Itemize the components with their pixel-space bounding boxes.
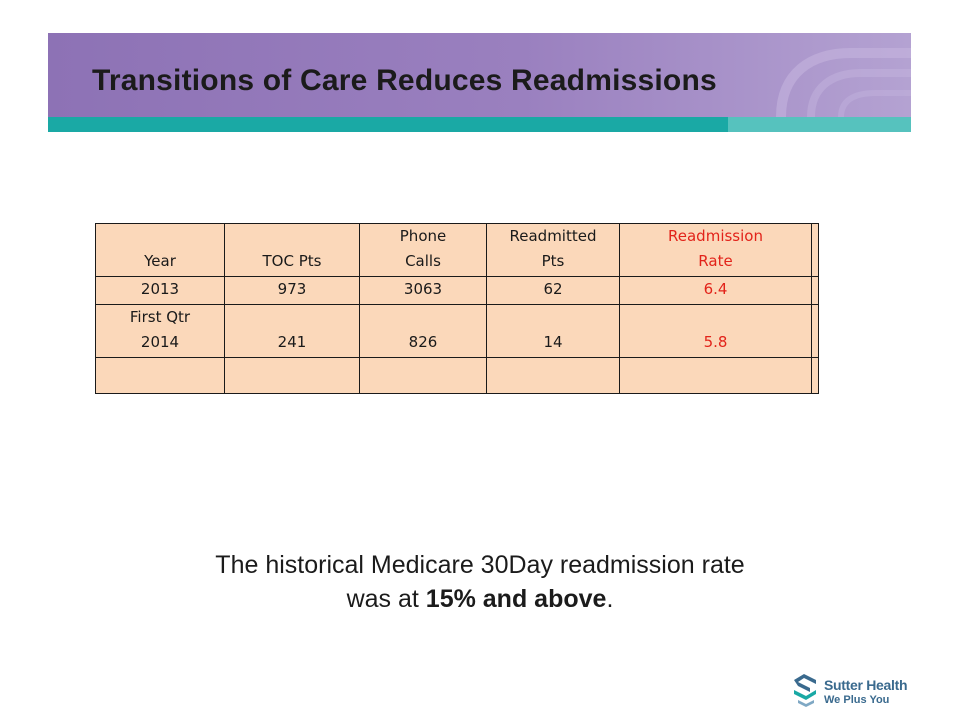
caption-line-2-emphasis: 15% and above [425, 585, 607, 613]
table-row: 2013 973 3063 62 6.4 [95, 276, 819, 305]
table-row: First Qtr 2014 241 826 14 5.8 [95, 304, 819, 358]
cell-toc-pts: 973 [224, 276, 360, 305]
header-phone-calls: Phone Calls [359, 223, 487, 277]
header-readmitted-pts: Readmitted Pts [486, 223, 620, 277]
sutter-health-emblem-icon [794, 674, 816, 707]
header-toc-pts: TOC Pts [224, 223, 360, 277]
cell-readmission-rate: 6.4 [619, 276, 812, 305]
header-year: Year [95, 223, 225, 277]
table-edge-cell [811, 304, 819, 358]
cell-empty [224, 357, 360, 394]
table-edge-column [811, 223, 819, 277]
readmission-table: Year TOC Pts Phone Calls Readmitted Pts Re… [95, 223, 819, 394]
cell-readmitted-pts: 62 [486, 276, 620, 305]
caption-line-2-prefix: was at [346, 585, 426, 613]
table-edge-cell [811, 357, 819, 394]
cell-phone-calls: 826 [359, 304, 487, 358]
slide-title: Transitions of Care Reduces Readmissions [92, 64, 717, 97]
brand-swoosh-decoration [776, 48, 911, 117]
header-readmission-rate: Readmission Rate [619, 223, 812, 277]
banner-accent-strip [48, 117, 911, 132]
cell-empty [619, 357, 812, 394]
cell-toc-pts: 241 [224, 304, 360, 358]
table-row-empty [95, 357, 819, 394]
cell-empty [95, 357, 225, 394]
caption-text: The historical Medicare 30Day readmissio… [80, 548, 880, 616]
cell-phone-calls: 3063 [359, 276, 487, 305]
caption-line-2-suffix: . [606, 585, 614, 613]
table-header-row: Year TOC Pts Phone Calls Readmitted Pts Re… [95, 223, 819, 277]
title-banner [48, 33, 911, 117]
cell-empty [486, 357, 620, 394]
logo-tagline: We Plus You [824, 694, 890, 706]
cell-empty [359, 357, 487, 394]
cell-year: First Qtr 2014 [95, 304, 225, 358]
cell-readmitted-pts: 14 [486, 304, 620, 358]
logo-name: Sutter Health [824, 677, 908, 693]
table-edge-cell [811, 276, 819, 305]
sutter-health-logo: Sutter Health We Plus You [790, 668, 930, 712]
caption-line-1: The historical Medicare 30Day readmissio… [215, 551, 745, 579]
cell-readmission-rate: 5.8 [619, 304, 812, 358]
cell-year: 2013 [95, 276, 225, 305]
